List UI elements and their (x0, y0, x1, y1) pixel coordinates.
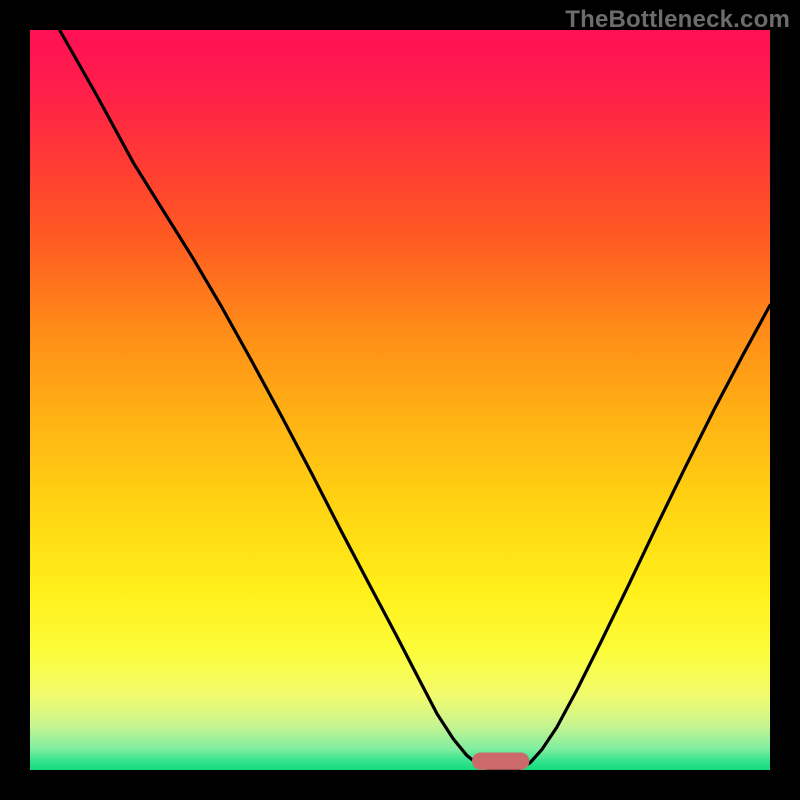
bottleneck-chart (0, 0, 800, 800)
heat-gradient-panel (30, 30, 770, 770)
watermark-label: TheBottleneck.com (565, 6, 790, 34)
optimal-marker (473, 753, 529, 769)
bottleneck-chart-container: TheBottleneck.com (0, 0, 800, 800)
